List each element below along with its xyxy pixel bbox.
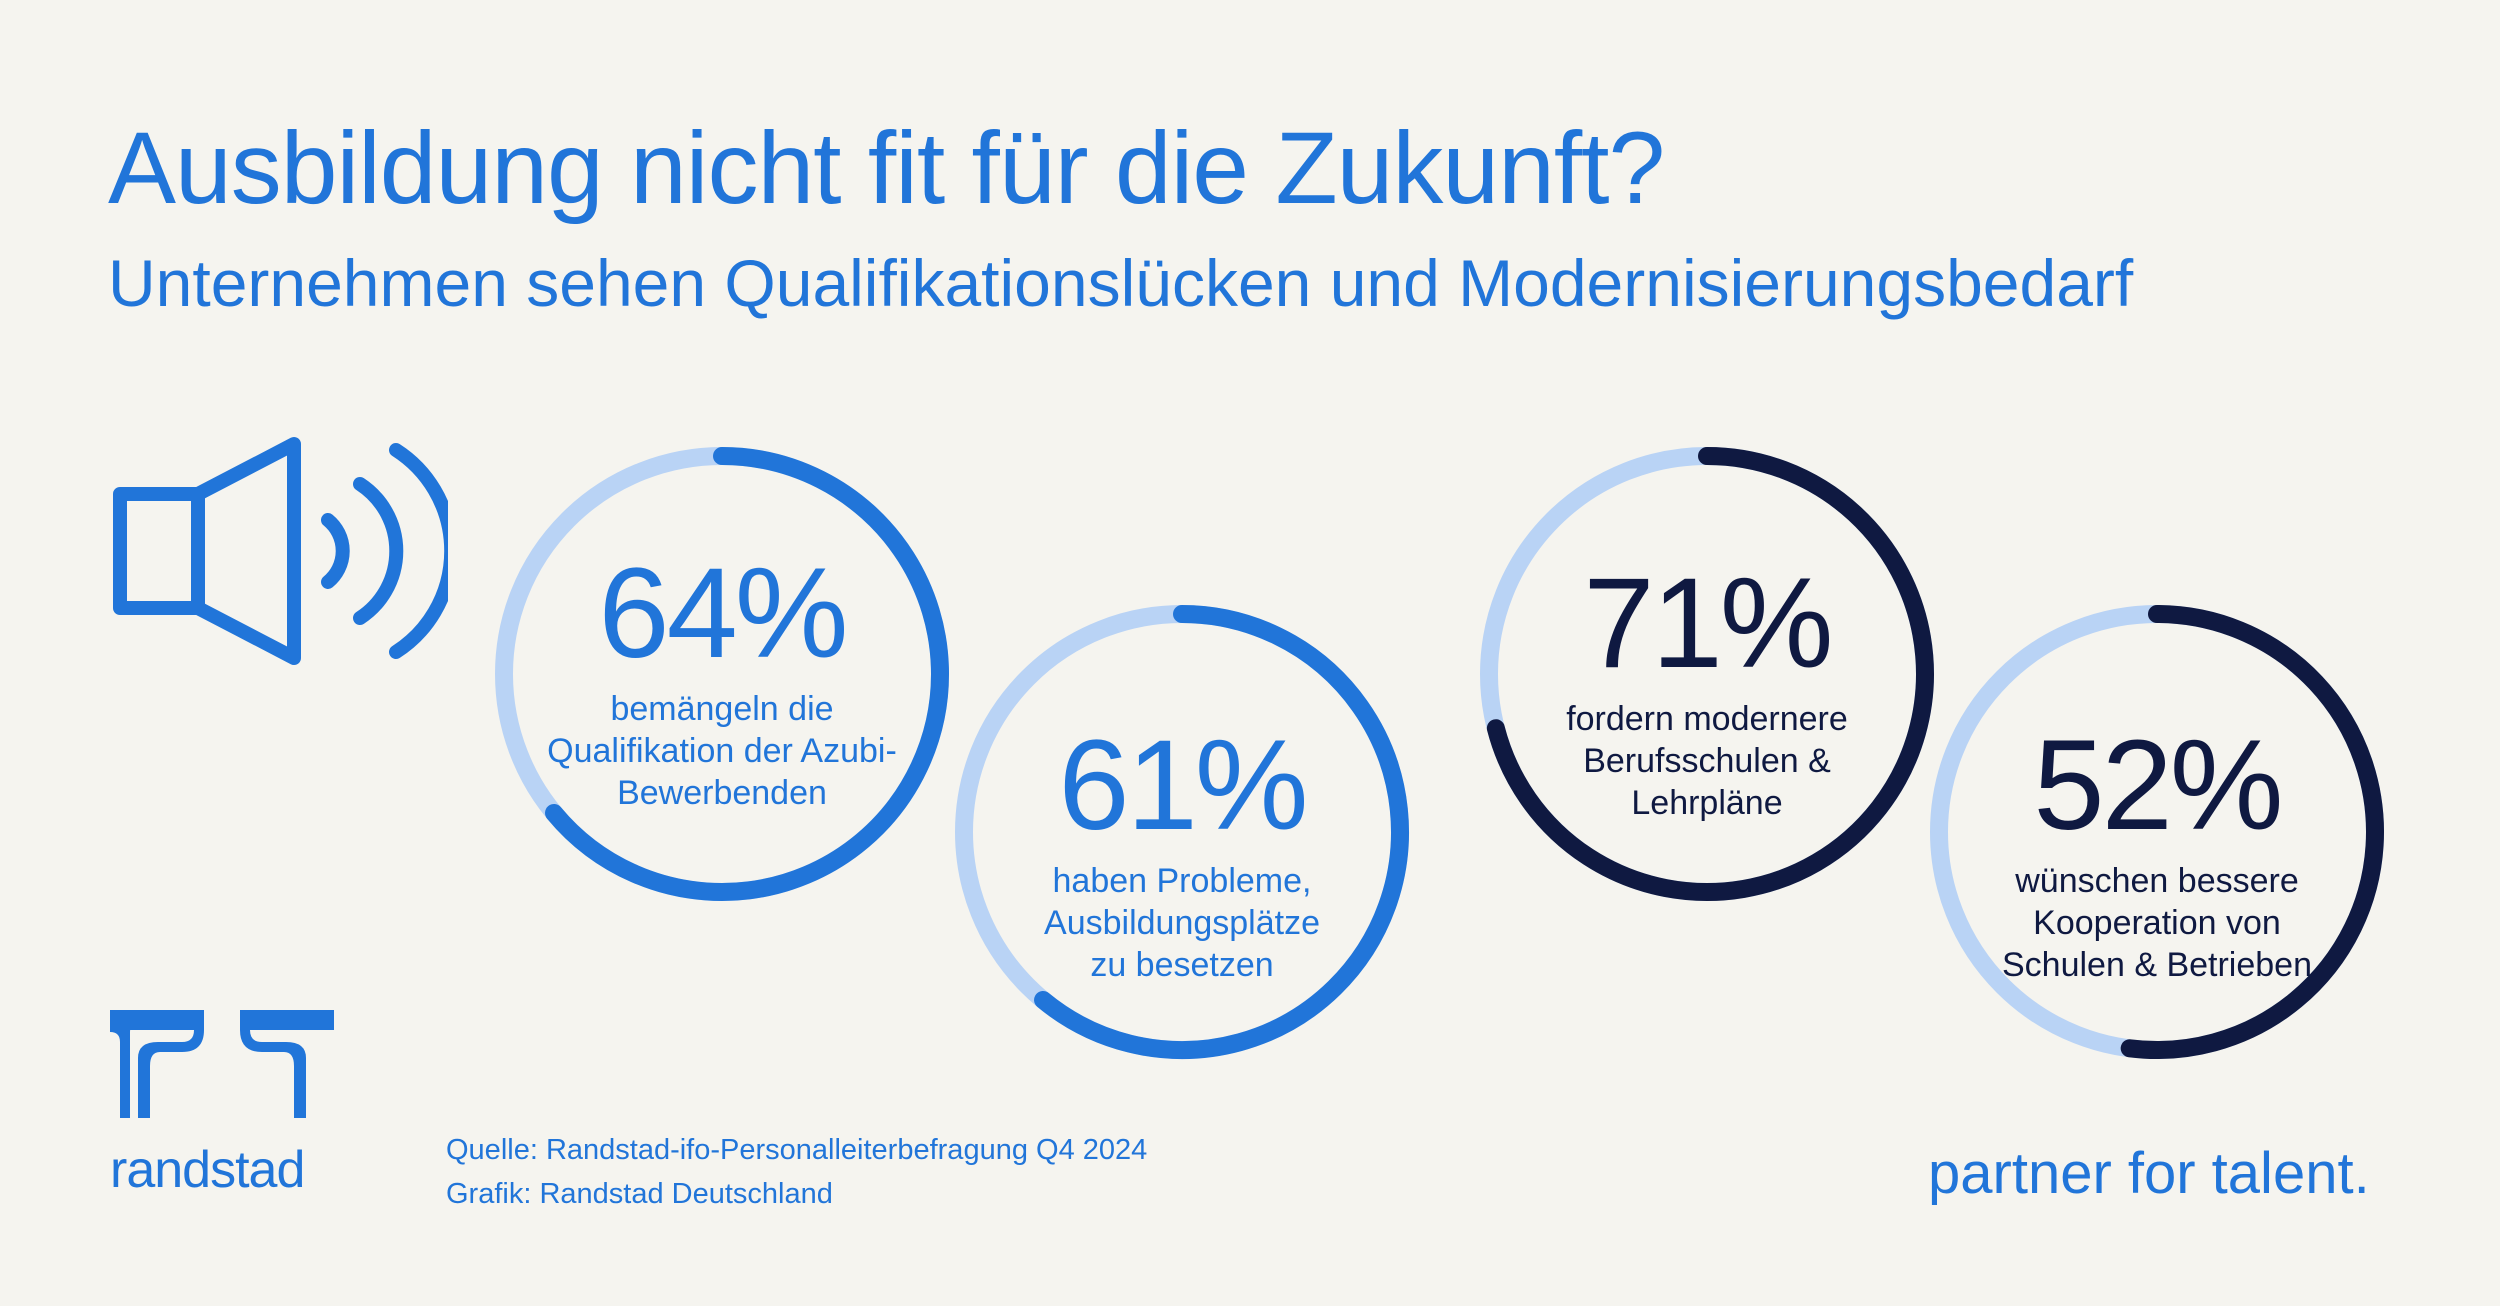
donut-label-2: 61% haben Probleme, Ausbildungsplätze zu… [962, 722, 1402, 986]
donut-desc-1-line-1: bemängeln die [610, 690, 834, 728]
donut-value-1: 64% [598, 542, 848, 685]
donut-desc-2-line-2: Ausbildungsplätze [1044, 904, 1320, 942]
donut-value-2: 61% [1058, 714, 1308, 857]
tagline: partner for talent. [1928, 1141, 2370, 1206]
graphic-credit-line: Grafik: Randstad Deutschland [446, 1178, 833, 1210]
donut-desc-4-line-2: Kooperation von [2033, 904, 2281, 942]
donut-label-4: 52% wünschen bessere Kooperation von Sch… [1937, 722, 2377, 986]
donut-arc-2 [1034, 605, 1409, 1059]
donut-desc-3-line-1: fordern modernere [1566, 700, 1848, 738]
speaker-icon [113, 437, 448, 665]
donut-desc-2-line-1: haben Probleme, [1052, 862, 1312, 900]
donut-label-1: 64% bemängeln die Qualifikation der Azub… [502, 550, 942, 814]
donut-arc-1 [545, 447, 949, 901]
donut-desc-2-line-3: zu besetzen [1090, 946, 1274, 984]
donut-arc-3 [1486, 447, 1934, 901]
randstad-logo-text: randstad [110, 1141, 305, 1199]
source-line: Quelle: Randstad-ifo-Personalleiterbefra… [446, 1134, 1148, 1166]
page-title: Ausbildung nicht fit für die Zukunft? [108, 111, 1665, 225]
page-subtitle: Unternehmen sehen Qualifikationslücken u… [108, 246, 2134, 320]
donut-desc-4-line-3: Schulen & Betrieben [2002, 946, 2312, 984]
donut-value-4: 52% [2033, 714, 2283, 857]
donut-desc-1-line-3: Bewerbenden [617, 774, 827, 812]
donut-desc-1-line-2: Qualifikation der Azubi- [547, 732, 897, 770]
donut-desc-3-line-2: Berufsschulen & [1583, 742, 1831, 780]
donut-desc-4-line-1: wünschen bessere [2015, 862, 2299, 900]
source-note: Quelle: Randstad-ifo-Personalleiterbefra… [446, 1128, 1147, 1216]
donut-desc-3-line-3: Lehrpläne [1631, 784, 1783, 822]
donut-value-3: 71% [1583, 552, 1833, 695]
donut-arc-4 [2120, 605, 2385, 1059]
donut-label-3: 71% fordern modernere Berufsschulen & Le… [1487, 560, 1927, 824]
randstad-logo-icon [110, 1010, 334, 1118]
